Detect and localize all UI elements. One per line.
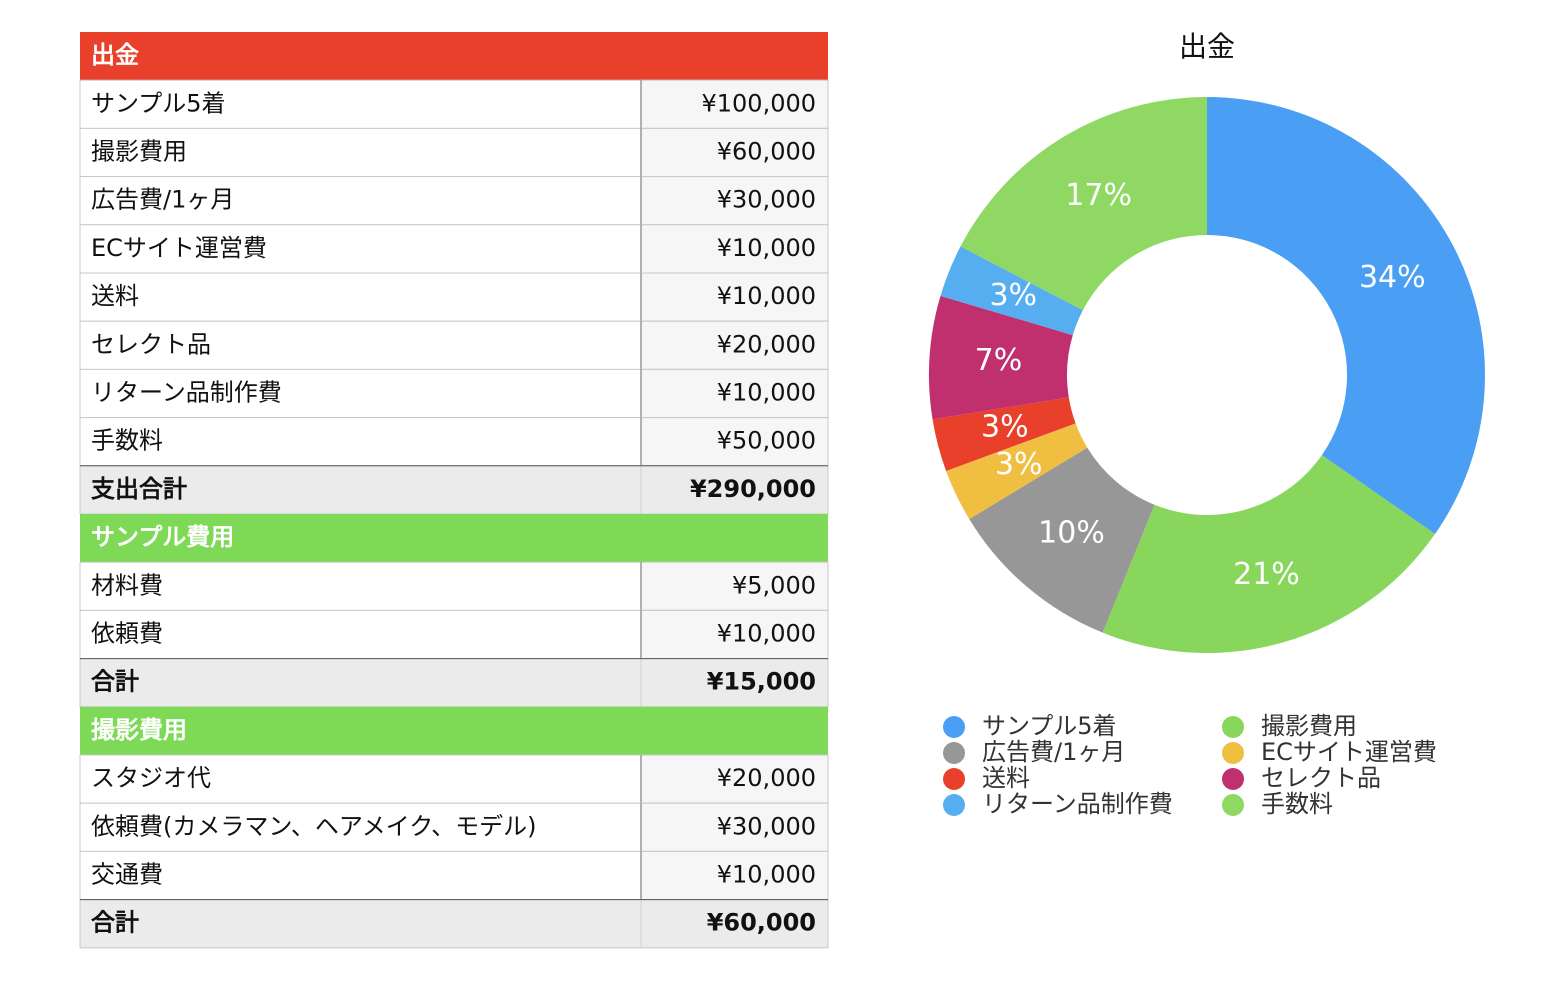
slice-label: 10% — [1038, 516, 1105, 551]
value-cell — [640, 417, 829, 467]
item-label: 依頼費 — [91, 620, 163, 648]
legend-swatch — [943, 742, 965, 764]
item-label: ECサイト運営費 — [91, 234, 267, 262]
item-value: ¥10,000 — [717, 620, 816, 648]
item-label: 広告費/1ヶ月 — [91, 186, 234, 214]
item-label: 交通費 — [91, 861, 163, 889]
item-label: サンプル5着 — [91, 89, 226, 117]
item-label: 依頼費(カメラマン、ヘアメイク、モデル) — [91, 812, 536, 840]
section-header — [80, 32, 828, 81]
slice-label: 17% — [1065, 178, 1132, 213]
donut-slice — [929, 295, 1073, 420]
value-cell — [640, 127, 829, 178]
value-cell — [640, 79, 829, 129]
legend-swatch — [943, 768, 965, 790]
slice-label: 3% — [981, 410, 1029, 445]
donut-slice — [1102, 455, 1436, 653]
item-value: ¥10,000 — [717, 282, 816, 310]
total-label: 支出合計 — [91, 475, 187, 503]
item-value: ¥100,000 — [701, 89, 816, 117]
item-value: ¥5,000 — [732, 571, 816, 599]
legend-swatch — [943, 716, 965, 738]
value-cell — [640, 609, 829, 660]
legend-swatch — [1222, 742, 1244, 764]
item-value: ¥30,000 — [717, 186, 816, 214]
item-label: 送料 — [91, 282, 139, 310]
legend-swatch — [943, 794, 965, 816]
total-value: ¥15,000 — [707, 668, 816, 696]
value-cell — [640, 320, 829, 370]
total-row — [79, 658, 829, 708]
section-header — [80, 514, 828, 563]
total-label: 合計 — [91, 668, 139, 696]
slice-label: 3% — [989, 278, 1037, 313]
item-label: スタジオ代 — [91, 764, 211, 792]
value-cell — [640, 176, 829, 226]
legend-label: サンプル5着 — [982, 712, 1117, 740]
item-value: ¥20,000 — [717, 330, 816, 358]
slice-label: 21% — [1233, 557, 1300, 592]
total-row — [79, 465, 829, 515]
value-cell — [640, 850, 829, 901]
item-value: ¥10,000 — [717, 234, 816, 262]
chart-title: 出金 — [1179, 30, 1235, 63]
total-value: ¥60,000 — [707, 909, 816, 937]
item-label: 撮影費用 — [91, 138, 187, 166]
legend-label: 送料 — [982, 764, 1030, 792]
item-label: リターン品制作費 — [91, 379, 282, 407]
value-cell — [640, 272, 829, 322]
legend-swatch — [1222, 768, 1244, 790]
donut-slice — [940, 246, 1083, 336]
donut-slice — [932, 397, 1076, 472]
slice-label: 34% — [1359, 260, 1426, 295]
item-value: ¥20,000 — [717, 764, 816, 792]
legend-label: ECサイト運営費 — [1261, 738, 1437, 766]
donut-slice — [1207, 97, 1486, 535]
legend-label: 撮影費用 — [1261, 712, 1357, 740]
value-cell — [640, 802, 829, 852]
total-label: 合計 — [91, 909, 139, 937]
value-cell — [640, 754, 829, 804]
item-value: ¥10,000 — [717, 861, 816, 889]
item-label: 材料費 — [91, 571, 163, 599]
slice-label: 3% — [995, 447, 1043, 482]
item-label: セレクト品 — [91, 330, 211, 358]
total-value: ¥290,000 — [690, 475, 816, 503]
item-value: ¥60,000 — [717, 138, 816, 166]
item-value: ¥10,000 — [717, 379, 816, 407]
legend-label: リターン品制作費 — [982, 790, 1173, 818]
donut-slice — [969, 447, 1155, 633]
section-header — [80, 706, 828, 755]
legend-swatch — [1222, 794, 1244, 816]
legend-swatch — [1222, 716, 1244, 738]
item-value: ¥30,000 — [717, 812, 816, 840]
section-title: 撮影費用 — [91, 716, 187, 744]
item-label: 手数料 — [91, 427, 163, 455]
legend-label: 広告費/1ヶ月 — [982, 738, 1125, 766]
total-row — [79, 899, 829, 949]
donut-slice — [946, 423, 1088, 520]
legend-label: 手数料 — [1261, 790, 1333, 818]
section-title: 出金 — [91, 41, 139, 69]
slice-label: 7% — [975, 343, 1023, 378]
item-value: ¥50,000 — [717, 427, 816, 455]
section-title: サンプル費用 — [91, 523, 234, 551]
donut-slice — [960, 97, 1207, 311]
value-cell — [640, 368, 829, 419]
legend-label: セレクト品 — [1261, 764, 1381, 792]
value-cell — [640, 561, 829, 611]
